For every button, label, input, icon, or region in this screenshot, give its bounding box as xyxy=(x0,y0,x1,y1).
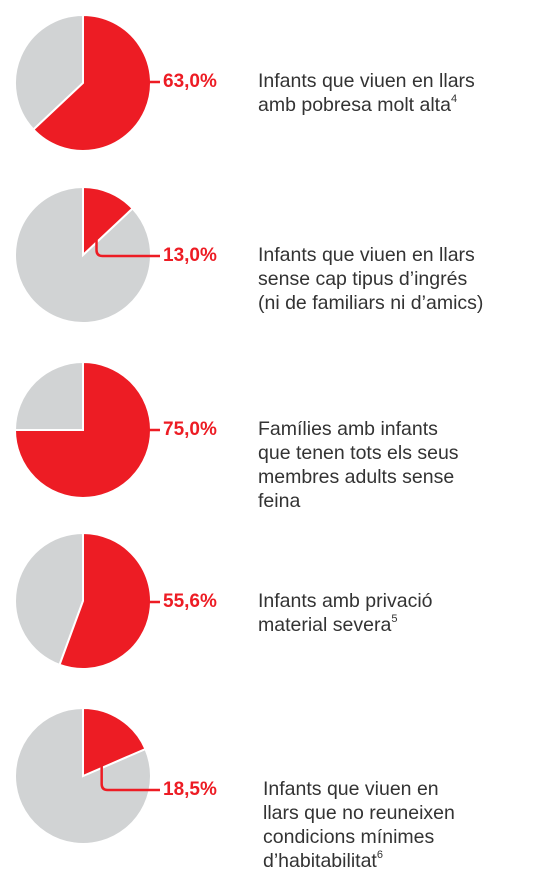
value-label: 63,0% xyxy=(163,71,217,92)
label-text: condicions mínimes xyxy=(263,826,434,848)
label-text: material severa xyxy=(258,614,391,636)
label-text: Infants que viuen en xyxy=(263,778,439,800)
label-text: que tenen tots els seus xyxy=(258,442,459,464)
footnote: 6 xyxy=(377,849,383,861)
pie-slice xyxy=(32,13,152,152)
label-line: Infants amb privació xyxy=(258,590,433,612)
leader-line xyxy=(100,747,160,792)
label-line: membres adults sense xyxy=(258,466,454,488)
footnote: 4 xyxy=(451,93,457,105)
pie-remainder xyxy=(14,531,84,667)
pie-slice xyxy=(82,706,147,778)
label-line: Infants que viuen en llars xyxy=(258,244,475,266)
pie-slice xyxy=(13,360,152,499)
value-label: 55,6% xyxy=(163,591,217,612)
leader-line xyxy=(95,223,160,258)
label-line: que tenen tots els seus xyxy=(258,442,459,464)
label-line: feina xyxy=(258,490,300,512)
label-text: Famílies amb infants xyxy=(258,418,438,440)
footnote: 5 xyxy=(391,613,397,625)
label-line: condicions mínimes xyxy=(263,826,434,848)
label-text: Infants que viuen en llars xyxy=(258,70,475,92)
label-text: d’habitabilitat xyxy=(263,850,377,872)
label-line: material severa5 xyxy=(258,613,397,636)
label-text: sense cap tipus d’ingrés xyxy=(258,268,467,290)
label-text: Infants que viuen en llars xyxy=(258,244,475,266)
pie-remainder xyxy=(14,706,152,845)
value-label: 18,5% xyxy=(163,779,217,800)
label-text: (ni de familiars ni d’amics) xyxy=(258,292,483,314)
pie-slice xyxy=(58,531,152,670)
label-text: membres adults sense xyxy=(258,466,454,488)
pie-remainder xyxy=(14,13,84,131)
pie-remainder xyxy=(13,360,84,431)
label-text: Infants amb privació xyxy=(258,590,433,612)
label-line: (ni de familiars ni d’amics) xyxy=(258,292,483,314)
label-line: sense cap tipus d’ingrés xyxy=(258,268,467,290)
value-label: 13,0% xyxy=(163,245,217,266)
value-label: 75,0% xyxy=(163,419,217,440)
label-line: Infants que viuen en xyxy=(263,778,439,800)
label-line: Infants que viuen en llars xyxy=(258,70,475,92)
label-line: llars que no reuneixen xyxy=(263,802,455,824)
label-line: Famílies amb infants xyxy=(258,418,438,440)
label-text: feina xyxy=(258,490,300,512)
label-text: amb pobresa molt alta xyxy=(258,94,451,116)
label-line: d’habitabilitat6 xyxy=(263,849,383,872)
label-text: llars que no reuneixen xyxy=(263,802,455,824)
label-line: amb pobresa molt alta4 xyxy=(258,93,457,116)
